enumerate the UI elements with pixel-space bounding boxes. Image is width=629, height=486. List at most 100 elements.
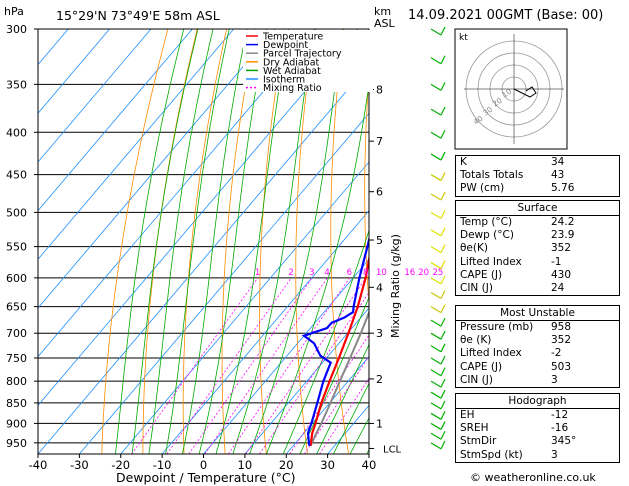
table-row: EH -12 — [456, 409, 619, 422]
wind-barb — [430, 391, 442, 399]
row-value: -12 — [551, 409, 569, 421]
row-value: 24 — [551, 281, 565, 294]
mixing-ratio-line — [131, 277, 259, 454]
table-row: Lifted Index -1 — [456, 256, 619, 269]
wind-barb-flag — [440, 275, 446, 285]
wind-barb — [430, 108, 442, 116]
km-tick-label: 8 — [376, 83, 383, 96]
credit-footer: © weatheronline.co.uk — [470, 471, 596, 484]
km-label: km — [374, 5, 391, 18]
wind-barb — [430, 369, 442, 377]
row-value: -1 — [551, 255, 562, 268]
km-tick-label: 6 — [376, 186, 383, 199]
pressure-tick-label: 950 — [6, 437, 27, 450]
wind-barb — [430, 357, 442, 365]
temperature-tick-label: -30 — [70, 458, 89, 472]
mixing-ratio-line — [304, 355, 369, 454]
wet-adiabat-line — [249, 29, 344, 454]
row-value: 430 — [551, 268, 572, 281]
table-row: Temp (°C) 24.2 — [456, 216, 619, 229]
pressure-tick-label: 550 — [6, 241, 27, 254]
wind-barb-flag — [440, 172, 446, 181]
row-value: 345° — [551, 435, 577, 448]
surface-table: Surface Temp (°C) 24.2 Dewp (°C) 23.9 θe(K) 35… — [455, 200, 620, 297]
row-label: PW (cm) — [460, 182, 505, 195]
wet-adiabat-line — [131, 29, 199, 454]
row-value: 23.9 — [551, 229, 575, 242]
isotherm-line — [79, 112, 369, 454]
table-row: CIN (J) 3 — [456, 374, 619, 387]
dry-adiabat-line — [330, 29, 349, 454]
temperature-tick-label: 0 — [200, 458, 207, 472]
wind-barb — [430, 262, 442, 270]
mixing-ratio-label: 4 — [324, 268, 329, 278]
isotherm-line — [120, 161, 369, 454]
pressure-tick-label: 350 — [6, 78, 27, 91]
table-row: StmDir 345° — [456, 435, 619, 448]
table-row: StmSpd (kt) 3 — [456, 449, 619, 462]
most-unstable-table: Most Unstable Pressure (mb) 958 θe (K) 352 Li… — [455, 305, 620, 388]
wet-adiabat-line — [114, 29, 185, 454]
mixing-ratio-label: 6 — [347, 268, 352, 278]
row-label: Lifted Index — [460, 255, 522, 268]
wind-barb — [430, 153, 442, 161]
mixing-ratio-line — [319, 377, 369, 454]
pressure-tick-label: 900 — [6, 417, 27, 430]
wind-barb — [430, 174, 442, 182]
wind-barb — [430, 291, 442, 300]
row-label: Lifted Index — [460, 347, 522, 360]
wind-barb — [430, 332, 442, 340]
row-label: StmSpd (kt) — [460, 448, 523, 461]
wind-barb — [430, 28, 442, 36]
isotherm-line — [244, 307, 369, 454]
row-value: -2 — [551, 347, 562, 360]
table-row: CIN (J) 24 — [456, 282, 619, 295]
legend-background — [243, 30, 373, 92]
wet-adiabat-line — [232, 29, 315, 454]
axes: 3003504004505005506006507007508008509009… — [6, 23, 402, 472]
mixing-ratio-label: 16 — [404, 268, 415, 278]
pressure-tick-label: 700 — [6, 327, 27, 340]
wet-adiabat-line — [148, 29, 214, 454]
pressure-tick-label: 450 — [6, 169, 27, 182]
wind-barb — [430, 211, 442, 219]
row-value: 958 — [551, 321, 572, 333]
wind-barb-flag — [440, 367, 446, 377]
wind-barb-flag — [440, 227, 446, 237]
row-label: Temp (°C) — [460, 216, 513, 228]
wet-adiabat-line — [215, 29, 290, 454]
pressure-tick-label: 600 — [6, 272, 27, 285]
mixing-ratio-label: 20 — [418, 268, 429, 278]
temperature-tick-label: -40 — [29, 458, 48, 472]
wet-adiabat-line — [165, 29, 230, 454]
wet-adiabat-line — [316, 343, 369, 454]
table-row: Lifted Index -2 — [456, 347, 619, 360]
wind-barb-flag — [440, 411, 446, 420]
table-row: θe (K) 352 — [456, 334, 619, 347]
isotherm-line — [38, 29, 110, 114]
series-temperature — [309, 253, 369, 446]
isotherm-line — [38, 29, 359, 406]
row-value: 503 — [551, 360, 572, 373]
datetime-title: 14.09.2021 00GMT (Base: 00) — [408, 8, 604, 23]
row-label: CAPE (J) — [460, 360, 503, 373]
wind-barb-flag — [440, 82, 446, 91]
pressure-tick-label: 800 — [6, 375, 27, 388]
temperature-tick-label: 30 — [320, 458, 335, 472]
background-lines — [38, 29, 369, 454]
wind-barbs — [430, 26, 446, 450]
wet-adiabat-line — [332, 382, 369, 454]
wind-barb — [430, 131, 442, 139]
temperature-tick-label: 20 — [279, 458, 294, 472]
pressure-tick-label: 650 — [6, 301, 27, 314]
isotherm-line — [38, 29, 152, 163]
location-title: 15°29'N 73°49'E 58m ASL — [56, 8, 220, 23]
wind-barb — [430, 422, 442, 430]
wind-barb-flag — [440, 430, 446, 440]
wind-barb-flag — [440, 55, 446, 65]
legend-entry: Temperature — [262, 32, 323, 43]
row-value: 3 — [551, 448, 558, 461]
